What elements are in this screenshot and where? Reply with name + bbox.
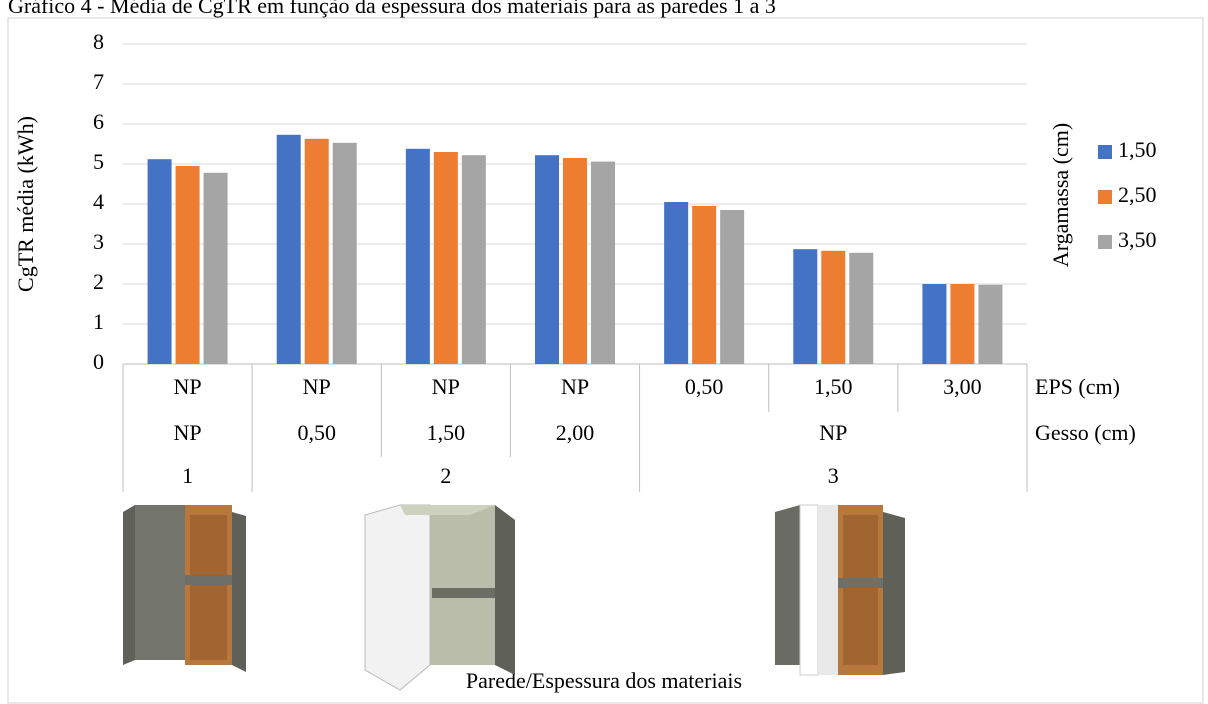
bar xyxy=(405,148,430,364)
y-tick-label: 7 xyxy=(93,69,104,94)
bar xyxy=(793,249,818,364)
wall-illustration xyxy=(364,504,515,691)
bar xyxy=(563,158,587,364)
category-group-label: 1,50 xyxy=(427,420,466,445)
category-group-label: 0,50 xyxy=(297,420,336,445)
legend-label: 2,50 xyxy=(1118,182,1157,207)
bar xyxy=(276,134,301,364)
wall-illustration xyxy=(775,504,905,676)
bar xyxy=(461,155,486,364)
y-tick-label: 5 xyxy=(93,149,104,174)
category-level-name: Gesso (cm) xyxy=(1035,420,1136,445)
category-group-label: NP xyxy=(819,420,847,445)
category-group-label: NP xyxy=(174,420,202,445)
category-group-label: 2,00 xyxy=(556,420,595,445)
bar xyxy=(849,252,874,364)
bar xyxy=(203,172,228,364)
legend-swatch xyxy=(1098,235,1112,249)
bar xyxy=(978,284,1003,364)
x-tick-label: 0,50 xyxy=(685,374,724,399)
bar xyxy=(535,155,559,364)
category-group-label: 3 xyxy=(828,463,839,488)
bar xyxy=(922,284,947,364)
category-group-label: 2 xyxy=(440,463,451,488)
bar xyxy=(175,166,200,364)
category-level-name: EPS (cm) xyxy=(1035,374,1120,399)
legend-title: Argamassa (cm) xyxy=(1048,123,1073,267)
x-tick-label: NP xyxy=(561,374,589,399)
y-tick-label: 0 xyxy=(93,349,104,374)
y-tick-label: 4 xyxy=(93,189,104,214)
category-group-label: 1 xyxy=(182,463,193,488)
bar xyxy=(664,202,689,364)
bar xyxy=(304,138,329,364)
y-tick-label: 1 xyxy=(93,309,104,334)
y-axis-title: CgTR média (kWh) xyxy=(13,116,38,292)
x-tick-label: NP xyxy=(174,374,202,399)
bar xyxy=(950,284,975,364)
x-tick-label: 3,00 xyxy=(943,374,982,399)
legend-swatch xyxy=(1098,190,1112,204)
bar xyxy=(821,250,846,364)
bar xyxy=(332,142,357,364)
wall-illustration xyxy=(123,505,246,672)
y-tick-label: 8 xyxy=(93,29,104,54)
bar xyxy=(433,152,458,364)
legend-swatch xyxy=(1098,145,1112,159)
legend-label: 3,50 xyxy=(1118,227,1157,252)
x-tick-label: NP xyxy=(432,374,460,399)
y-tick-label: 3 xyxy=(93,229,104,254)
y-tick-label: 2 xyxy=(93,269,104,294)
x-tick-label: 1,50 xyxy=(814,374,853,399)
x-tick-label: NP xyxy=(303,374,331,399)
y-tick-label: 6 xyxy=(93,109,104,134)
bar xyxy=(591,161,615,364)
bar xyxy=(720,210,745,364)
legend-label: 1,50 xyxy=(1118,137,1157,162)
chart-title: Gráfico 4 - Média de CgTR em função da e… xyxy=(8,0,776,18)
bar xyxy=(147,159,172,364)
bar xyxy=(692,206,717,364)
x-axis-title: Parede/Espessura dos materiais xyxy=(466,668,742,693)
